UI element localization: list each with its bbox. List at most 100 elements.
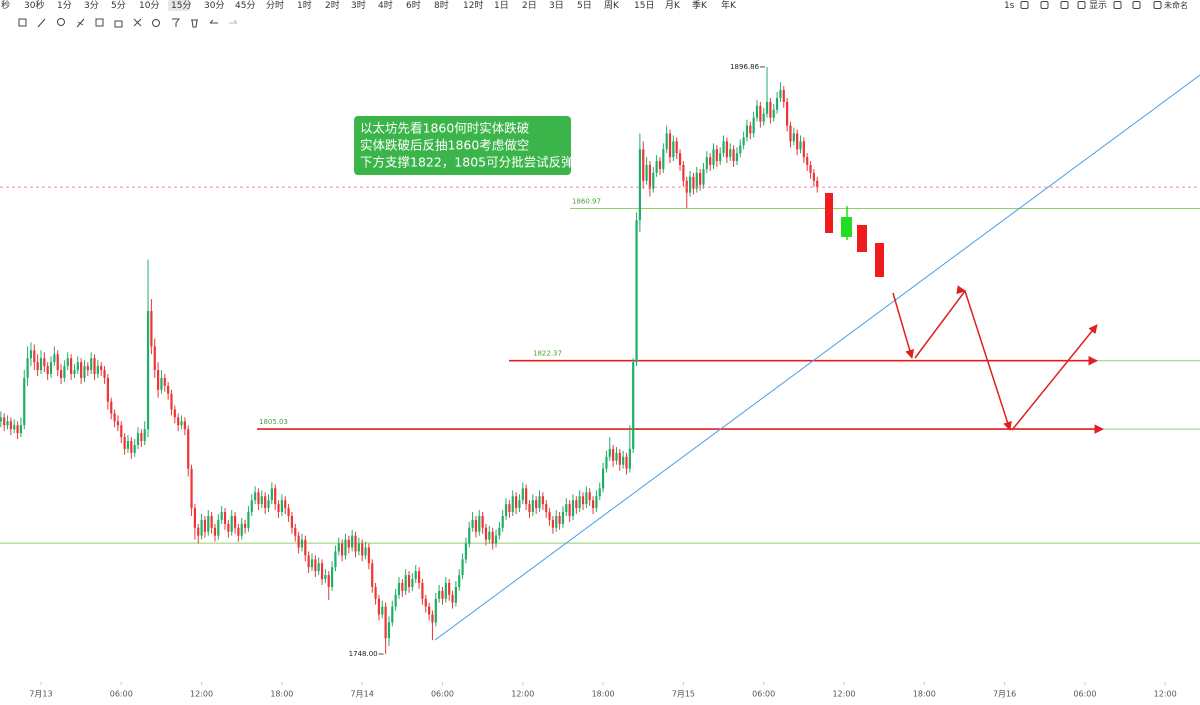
toolbar-icon[interactable] bbox=[1040, 1, 1049, 9]
toolbar-icon[interactable] bbox=[1020, 1, 1029, 9]
projection bbox=[434, 74, 1200, 641]
toolbar-icon[interactable] bbox=[1113, 1, 1122, 9]
candle-body bbox=[545, 504, 548, 513]
interval-button[interactable]: 3分 bbox=[84, 0, 99, 11]
interval-button[interactable]: 1日 bbox=[494, 0, 509, 11]
candle-body bbox=[762, 113, 765, 122]
interval-button[interactable]: 年K bbox=[721, 0, 737, 11]
tool-icon[interactable] bbox=[133, 18, 142, 27]
candle-body bbox=[123, 437, 126, 449]
interval-button[interactable]: 3日 bbox=[549, 0, 564, 11]
tool-icon[interactable] bbox=[95, 18, 104, 27]
candle-body bbox=[384, 606, 387, 639]
candle-body bbox=[444, 582, 447, 599]
candle-body bbox=[675, 141, 678, 154]
toolbar-icon[interactable] bbox=[1132, 1, 1141, 9]
candle-body bbox=[625, 456, 628, 469]
interval-button[interactable]: 季K bbox=[692, 0, 708, 11]
interval-button[interactable]: 4时 bbox=[378, 0, 393, 11]
candle-body bbox=[642, 149, 645, 181]
candle-body bbox=[598, 488, 601, 497]
tool-icon[interactable] bbox=[18, 18, 27, 27]
candle-body bbox=[615, 452, 618, 461]
candle-body bbox=[354, 535, 357, 552]
toolbar-icon[interactable] bbox=[1060, 1, 1069, 9]
tool-icon[interactable] bbox=[191, 19, 198, 28]
candle-body bbox=[294, 527, 297, 536]
candle-body bbox=[73, 370, 76, 374]
toolbar-icon[interactable] bbox=[1077, 1, 1086, 9]
toolbar-right-item[interactable]: 显示 bbox=[1089, 0, 1107, 11]
candle-body bbox=[317, 563, 320, 572]
candle-body bbox=[648, 165, 652, 189]
interval-button[interactable]: 10分 bbox=[139, 0, 159, 11]
tool-icon[interactable] bbox=[209, 19, 218, 24]
candle-body bbox=[628, 448, 631, 469]
candle-body bbox=[320, 563, 324, 580]
candle-body bbox=[33, 350, 36, 363]
tool-icon[interactable] bbox=[152, 19, 160, 27]
interval-button[interactable]: 45分 bbox=[235, 0, 255, 11]
toolbar-right-item[interactable]: 1s bbox=[1004, 1, 1015, 11]
candle-body bbox=[324, 575, 327, 580]
toolbar-icon[interactable] bbox=[1153, 1, 1162, 9]
candle-body bbox=[488, 531, 491, 540]
candle-body bbox=[337, 543, 340, 552]
candle-body bbox=[806, 157, 809, 166]
candle-body bbox=[304, 539, 307, 556]
selected-interval-bg bbox=[168, 0, 190, 11]
candle-body bbox=[518, 500, 521, 509]
tool-icon[interactable] bbox=[76, 18, 85, 28]
candle-body bbox=[421, 582, 424, 599]
interval-button[interactable]: 月K bbox=[665, 0, 681, 11]
interval-button[interactable]: 1分 bbox=[57, 0, 72, 11]
interval-button[interactable]: 1时 bbox=[297, 0, 312, 11]
x-tick-label: 18:00 bbox=[592, 690, 615, 699]
interval-button[interactable]: 30秒 bbox=[24, 0, 44, 11]
interval-button[interactable]: 30分 bbox=[204, 0, 224, 11]
candle-body bbox=[511, 496, 514, 513]
candle-body bbox=[173, 409, 176, 418]
candle-body bbox=[494, 535, 498, 544]
candle-body bbox=[90, 358, 93, 371]
interval-button[interactable]: 12时 bbox=[463, 0, 483, 11]
candle-body bbox=[448, 582, 451, 595]
interval-button[interactable]: 周K bbox=[604, 0, 620, 11]
candle-body bbox=[451, 594, 454, 603]
interval-button[interactable]: 3时 bbox=[351, 0, 366, 11]
interval-button[interactable]: 分时 bbox=[266, 0, 284, 11]
candle-body bbox=[103, 370, 106, 378]
x-tick-label: 7月13 bbox=[29, 690, 52, 699]
candle-body bbox=[618, 452, 621, 465]
candle-body bbox=[551, 519, 555, 528]
candle-body bbox=[575, 500, 578, 509]
interval-button[interactable]: 秒 bbox=[1, 0, 10, 11]
interval-button[interactable]: 2时 bbox=[325, 0, 340, 11]
interval-button[interactable]: 5日 bbox=[577, 0, 592, 11]
interval-button[interactable]: 15分 bbox=[171, 0, 191, 11]
candle-body bbox=[816, 180, 819, 188]
candle-body bbox=[622, 456, 625, 465]
interval-button[interactable]: 5分 bbox=[111, 0, 126, 11]
x-tick-label: 7月15 bbox=[672, 690, 695, 699]
tool-icon[interactable] bbox=[172, 18, 180, 27]
tool-icon[interactable] bbox=[57, 18, 65, 26]
candle-body bbox=[260, 496, 263, 505]
candle-body bbox=[682, 165, 685, 181]
x-tick-label: 12:00 bbox=[190, 690, 213, 699]
candle-body bbox=[297, 535, 300, 548]
candle-body bbox=[578, 496, 581, 509]
candle-body bbox=[361, 543, 364, 556]
candle-body bbox=[605, 456, 608, 469]
tool-icon[interactable] bbox=[37, 18, 46, 28]
candle-body bbox=[705, 157, 708, 169]
candle-body bbox=[461, 559, 464, 576]
interval-button[interactable]: 8时 bbox=[434, 0, 449, 11]
toolbar-right-item[interactable]: 未命名 bbox=[1164, 0, 1188, 10]
interval-button[interactable]: 15日 bbox=[634, 0, 654, 11]
interval-button[interactable]: 2日 bbox=[522, 0, 537, 11]
tool-icon[interactable] bbox=[114, 20, 123, 28]
interval-button[interactable]: 6时 bbox=[406, 0, 421, 11]
candle-body bbox=[568, 504, 571, 516]
candle-body bbox=[136, 433, 140, 445]
